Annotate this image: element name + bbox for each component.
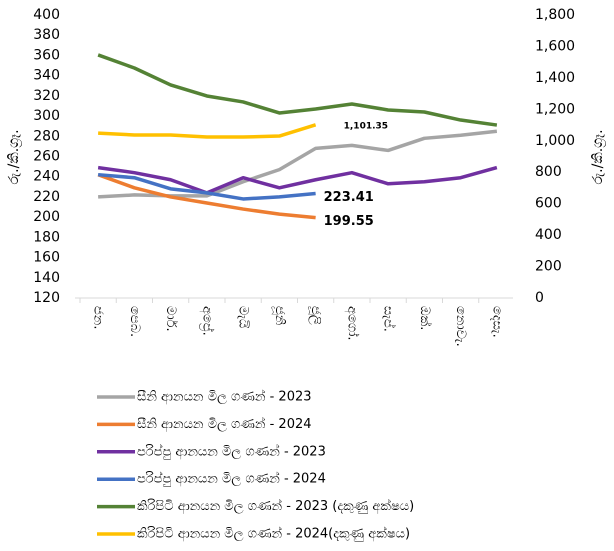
- legend-label: කිරිපිටි ආනයන මිල ගණන් - 2023 (දකුණු අක්…: [137, 498, 414, 514]
- y2-tick-label: 800: [535, 164, 562, 180]
- y2-tick-label: 1,600: [535, 38, 575, 54]
- x-tick-label: ඔක්.: [417, 306, 433, 330]
- y2-tick-label: 400: [535, 227, 562, 243]
- legend-label: පරිප්පු ආනයන මිල ගණන් - 2024: [137, 471, 326, 487]
- y-tick-label: 220: [33, 189, 60, 205]
- y-tick-label: 200: [33, 209, 60, 225]
- y-tick-label: 380: [33, 27, 60, 43]
- y-tick-label: 140: [33, 270, 60, 286]
- y-tick-label: 400: [33, 7, 60, 23]
- x-tick-label: ජූලි: [308, 306, 323, 325]
- y-tick-label: 360: [33, 47, 60, 63]
- y-axis-title: රු./කි.ග්‍රෑ.: [6, 129, 22, 184]
- data-label: 223.41: [324, 190, 374, 205]
- y2-tick-label: 200: [535, 259, 562, 275]
- y2-tick-label: 1,200: [535, 101, 575, 117]
- y-tick-label: 280: [33, 128, 60, 144]
- x-tick-label: අගෝ.: [344, 306, 360, 341]
- series-line: [97, 172, 316, 201]
- legend-label: සීනි ආනයන මිල ගණන් - 2024: [137, 416, 312, 432]
- x-tick-label: අප්‍රේ.: [199, 306, 215, 336]
- legend-label: සීනි ආනයන මිල ගණන් - 2023: [137, 388, 312, 404]
- y-tick-label: 120: [33, 290, 60, 306]
- y-tick-label: 180: [33, 229, 60, 245]
- y2-tick-label: 1,400: [535, 70, 575, 86]
- y2-tick-label: 1,000: [535, 133, 575, 149]
- series-line: [97, 165, 498, 195]
- x-tick-label: ජූනි: [272, 306, 287, 326]
- series-line: [97, 173, 316, 220]
- data-label: 199.55: [324, 214, 374, 229]
- legend-label: පරිප්පු ආනයන මිල ගණන් - 2023: [137, 443, 326, 459]
- x-tick-label: සැප්.: [381, 306, 397, 332]
- x-tick-label: නොවැ.: [453, 306, 468, 347]
- y-tick-label: 340: [33, 68, 60, 84]
- y-tick-label: 160: [33, 250, 60, 266]
- x-tick-label: ජන.: [91, 306, 106, 330]
- y-tick-label: 300: [33, 108, 60, 124]
- y2-axis-title: රු./කි.ග්‍රෑ.: [590, 129, 606, 184]
- series-line: [97, 53, 498, 127]
- y-tick-label: 320: [33, 88, 60, 104]
- y2-tick-label: 600: [535, 196, 562, 212]
- data-label: 1,101.35: [344, 121, 388, 131]
- series-line: [98, 123, 317, 139]
- y2-tick-label: 0: [535, 290, 544, 306]
- x-tick-label: දෙසැ.: [489, 306, 504, 338]
- y-tick-label: 260: [33, 149, 60, 165]
- legend-label: කිරිපිටි ආනයන මිල ගණන් - 2024(දකුණු අක්ෂ…: [137, 525, 410, 541]
- y-tick-label: 240: [33, 169, 60, 185]
- x-tick-label: පෙබ.: [127, 306, 142, 337]
- series-line: [98, 129, 498, 199]
- x-tick-label: මැයි: [236, 306, 251, 329]
- y2-tick-label: 1,800: [535, 7, 575, 23]
- x-tick-label: මාර්.: [163, 306, 179, 332]
